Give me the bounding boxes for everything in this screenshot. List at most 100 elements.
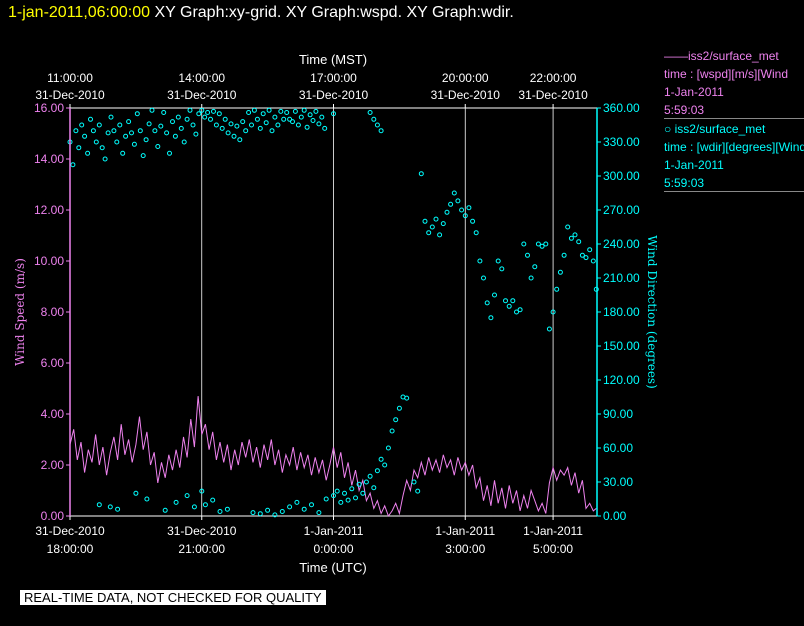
x-bottom-tick-time: 18:00:00 bbox=[47, 542, 94, 556]
wdir-point bbox=[70, 162, 76, 168]
wdir-point bbox=[466, 205, 472, 211]
wdir-point bbox=[304, 124, 310, 130]
wdir-point bbox=[360, 490, 366, 496]
legend-wspd-title: ——iss2/surface_met bbox=[664, 49, 779, 63]
quality-warning: REAL-TIME DATA, NOT CHECKED FOR QUALITY bbox=[20, 590, 326, 605]
wdir-point bbox=[557, 269, 563, 275]
wdir-point bbox=[499, 266, 505, 272]
legend-wspd-time: 5:59:03 bbox=[664, 103, 705, 117]
wdir-point bbox=[572, 232, 578, 238]
y-left-tick-label: 12.00 bbox=[34, 203, 64, 217]
legend-wspd: ——iss2/surface_met time : [wspd][m/s][Wi… bbox=[664, 47, 804, 119]
wdir-point bbox=[481, 275, 486, 281]
wdir-point bbox=[107, 504, 113, 510]
wdir-point bbox=[269, 128, 275, 134]
wdir-point bbox=[459, 207, 465, 213]
wdir-point bbox=[301, 107, 307, 113]
wdir-point bbox=[231, 133, 237, 139]
wdir-point bbox=[418, 171, 424, 177]
wdir-point bbox=[517, 307, 523, 313]
x-bottom-tick-date: 31-Dec-2010 bbox=[35, 524, 105, 538]
wdir-point bbox=[111, 128, 117, 134]
wdir-point bbox=[199, 107, 205, 113]
wdir-point bbox=[175, 114, 181, 120]
wdir-point bbox=[590, 258, 596, 264]
wdir-point bbox=[444, 209, 450, 215]
y-right-tick-label: 180.00 bbox=[603, 305, 640, 319]
wdir-point bbox=[284, 110, 290, 115]
wdir-point bbox=[250, 510, 256, 516]
wdir-point bbox=[178, 125, 184, 131]
wdir-point bbox=[228, 121, 234, 127]
y-right-tick-label: 300.00 bbox=[603, 169, 640, 183]
wdir-point bbox=[579, 252, 585, 258]
wdir-point bbox=[210, 497, 216, 503]
wdir-point bbox=[76, 145, 82, 151]
wdir-point bbox=[349, 486, 355, 492]
wdir-point bbox=[385, 445, 391, 451]
wdir-point bbox=[266, 107, 272, 113]
wdir-point bbox=[565, 224, 571, 230]
wdir-point bbox=[587, 247, 593, 253]
wdir-point bbox=[550, 309, 556, 315]
wdir-point bbox=[123, 133, 129, 139]
wspd-series-line bbox=[69, 396, 597, 518]
wdir-point bbox=[281, 116, 287, 122]
wdir-point bbox=[202, 114, 208, 120]
y-right-tick-label: 240.00 bbox=[603, 237, 640, 251]
wdir-point bbox=[137, 128, 143, 134]
wdir-point bbox=[322, 125, 328, 131]
wdir-point bbox=[213, 122, 219, 128]
wdir-point bbox=[224, 506, 230, 512]
wdir-point bbox=[158, 123, 164, 129]
wdir-point bbox=[378, 128, 384, 134]
wdir-point bbox=[484, 300, 490, 306]
wdir-point bbox=[129, 130, 134, 136]
y-right-tick-label: 30.00 bbox=[603, 475, 633, 489]
wdir-point bbox=[342, 490, 347, 496]
x-top-tick-time: 17:00:00 bbox=[310, 71, 357, 85]
wdir-point bbox=[338, 499, 344, 505]
y-left-tick-label: 6.00 bbox=[41, 356, 65, 370]
wdir-point bbox=[310, 118, 316, 123]
wdir-point bbox=[568, 235, 574, 241]
wdir-point bbox=[152, 128, 158, 134]
wdir-point bbox=[249, 122, 254, 128]
wdir-point bbox=[196, 111, 202, 117]
wdir-point bbox=[319, 114, 325, 120]
y-left-tick-label: 14.00 bbox=[34, 152, 64, 166]
wdir-point bbox=[143, 137, 149, 143]
wdir-point bbox=[275, 122, 281, 128]
wdir-point bbox=[134, 111, 140, 117]
wdir-point bbox=[294, 499, 300, 505]
wdir-point bbox=[426, 230, 432, 236]
wdir-point bbox=[144, 496, 150, 502]
x-top-tick-date: 31-Dec-2010 bbox=[35, 88, 105, 102]
wdir-point bbox=[393, 417, 399, 423]
legend-wdir-date: 1-Jan-2011 bbox=[664, 158, 724, 172]
wdir-point bbox=[374, 468, 380, 474]
wdir-point bbox=[539, 243, 545, 249]
wdir-point bbox=[184, 493, 190, 499]
wdir-point bbox=[437, 232, 443, 238]
wdir-point bbox=[254, 116, 260, 122]
wdir-point bbox=[211, 108, 216, 114]
y-right-axis-title: Wind Direction (degrees) bbox=[645, 235, 659, 389]
wdir-point bbox=[146, 121, 152, 127]
wdir-point bbox=[298, 114, 304, 120]
wdir-point bbox=[265, 507, 271, 513]
wdir-point bbox=[260, 111, 266, 117]
y-right-tick-label: 150.00 bbox=[603, 339, 640, 353]
wdir-point bbox=[455, 198, 461, 204]
wdir-point bbox=[415, 488, 421, 494]
wdir-point bbox=[462, 213, 468, 219]
wdir-point bbox=[222, 116, 228, 122]
wdir-point bbox=[374, 122, 380, 128]
wdir-point bbox=[93, 139, 99, 145]
wdir-point bbox=[131, 141, 137, 147]
x-bottom-tick-time: 3:00:00 bbox=[445, 542, 485, 556]
x-bottom-tick-time: 21:00:00 bbox=[178, 542, 225, 556]
x-top-axis-title: Time (MST) bbox=[299, 52, 367, 67]
wdir-point bbox=[525, 252, 530, 258]
wdir-point bbox=[371, 116, 377, 122]
